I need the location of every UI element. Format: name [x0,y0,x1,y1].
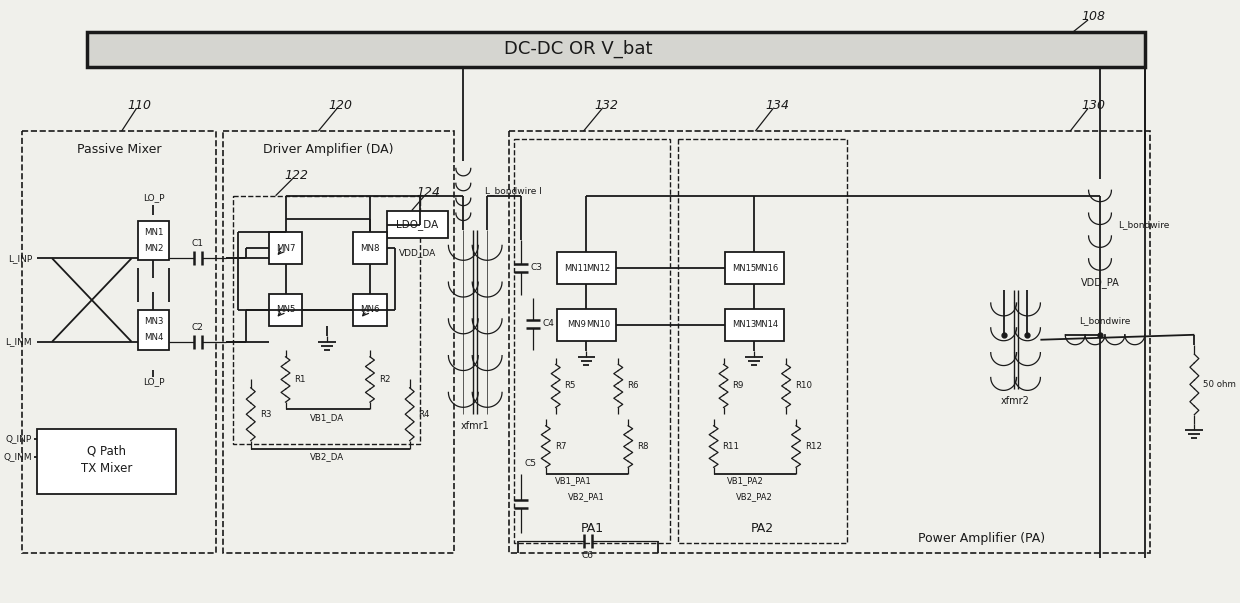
Text: VDD_DA: VDD_DA [399,248,436,257]
Text: MN13: MN13 [733,320,756,329]
Bar [138,221,170,260]
Text: VB2_PA1: VB2_PA1 [568,492,605,501]
Text: L_INM: L_INM [6,337,32,346]
Text: R3: R3 [259,409,272,418]
Text: MN8: MN8 [360,244,379,253]
Text: MN1: MN1 [144,228,164,237]
Bar [353,233,387,264]
Text: DC-DC OR V_bat: DC-DC OR V_bat [505,40,652,58]
Text: VB1_DA: VB1_DA [310,412,345,421]
Text: R8: R8 [637,442,649,451]
Text: VB2_DA: VB2_DA [310,452,345,461]
Text: VB1_PA2: VB1_PA2 [727,476,764,485]
Bar [387,210,449,238]
Bar [724,252,784,284]
Bar [557,309,616,341]
Text: 130: 130 [1081,99,1105,112]
Bar [223,131,454,554]
Text: VB2_PA2: VB2_PA2 [737,492,773,501]
Text: R11: R11 [723,442,739,451]
Text: PA1: PA1 [580,522,604,535]
Text: 124: 124 [417,186,440,199]
Bar [233,196,419,444]
Text: 134: 134 [765,99,789,112]
Text: MN14: MN14 [754,320,779,329]
Text: PA2: PA2 [750,522,774,535]
Text: MN11: MN11 [564,264,589,273]
Bar [37,429,176,494]
Bar [138,310,170,350]
Text: 132: 132 [594,99,619,112]
Text: Q_INM: Q_INM [4,452,32,461]
Text: 120: 120 [329,99,352,112]
Text: Passive Mixer: Passive Mixer [77,142,161,156]
Bar [87,32,1145,66]
Text: xfmr1: xfmr1 [461,421,490,431]
Text: LDO_DA: LDO_DA [397,219,439,230]
Text: 122: 122 [284,169,309,182]
Bar [724,309,784,341]
Text: Power Amplifier (PA): Power Amplifier (PA) [919,532,1045,545]
Text: Driver Amplifier (DA): Driver Amplifier (DA) [263,142,394,156]
Text: MN5: MN5 [275,306,295,314]
Text: 50 ohm: 50 ohm [1203,380,1236,389]
Text: L_bondwire I: L_bondwire I [485,186,542,195]
Text: MN3: MN3 [144,317,164,326]
Text: MN4: MN4 [144,333,164,343]
Bar [513,139,670,543]
Text: MN6: MN6 [360,306,379,314]
Text: C5: C5 [525,459,537,469]
Text: MN10: MN10 [587,320,610,329]
Text: R10: R10 [795,382,812,390]
Text: R9: R9 [733,382,744,390]
Text: MN12: MN12 [587,264,610,273]
Text: L_bondwire: L_bondwire [1079,317,1131,326]
Text: R6: R6 [627,382,639,390]
Text: L_bondwire: L_bondwire [1118,220,1169,229]
Text: C4: C4 [543,320,554,329]
Text: MN15: MN15 [733,264,756,273]
Text: LO_P: LO_P [143,377,164,386]
Text: C6: C6 [582,551,594,560]
Bar [269,233,303,264]
Text: LO_P: LO_P [143,193,164,202]
Text: 108: 108 [1081,10,1105,24]
Text: VDD_PA: VDD_PA [1080,277,1120,288]
Text: TX Mixer: TX Mixer [81,463,133,475]
Bar [353,294,387,326]
Text: L_INP: L_INP [7,254,32,263]
Text: C1: C1 [192,239,203,248]
Text: xfmr2: xfmr2 [1001,396,1030,406]
Bar [22,131,216,554]
Text: R12: R12 [805,442,822,451]
Text: MN2: MN2 [144,244,164,253]
Text: Q Path: Q Path [87,444,126,458]
Text: C2: C2 [192,323,203,332]
Text: C3: C3 [531,264,543,272]
Text: VB1_PA1: VB1_PA1 [556,476,591,485]
Text: MN7: MN7 [275,244,295,253]
Text: R5: R5 [564,382,577,390]
Text: R2: R2 [379,375,391,384]
Text: 110: 110 [128,99,151,112]
Text: Q_INP: Q_INP [6,435,32,444]
Text: R7: R7 [554,442,567,451]
Text: MN16: MN16 [754,264,779,273]
Bar [269,294,303,326]
Bar [557,252,616,284]
Bar [678,139,847,543]
Text: R1: R1 [294,375,306,384]
Text: R4: R4 [419,409,430,418]
Bar [508,131,1149,554]
Text: MN9: MN9 [567,320,587,329]
